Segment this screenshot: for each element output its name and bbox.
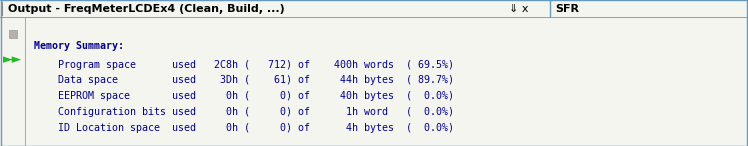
- Text: ID Location space  used     0h (     0) of      4h bytes  (  0.0%): ID Location space used 0h ( 0) of 4h byt…: [34, 122, 454, 133]
- Text: Data space         used    3Dh (    61) of     44h bytes  ( 89.7%): Data space used 3Dh ( 61) of 44h bytes (…: [34, 75, 454, 85]
- Text: Output - FreqMeterLCDEx4 (Clean, Build, ...): Output - FreqMeterLCDEx4 (Clean, Build, …: [8, 4, 285, 14]
- Text: ►►: ►►: [4, 53, 22, 66]
- Text: Configuration bits used     0h (     0) of      1h word   (  0.0%): Configuration bits used 0h ( 0) of 1h wo…: [34, 107, 454, 117]
- Text: Memory Summary:: Memory Summary:: [34, 41, 124, 51]
- Text: Program space      used   2C8h (   712) of    400h words  ( 69.5%): Program space used 2C8h ( 712) of 400h w…: [34, 60, 454, 70]
- Text: ⇓ x: ⇓ x: [509, 4, 528, 14]
- Text: EEPROM space       used     0h (     0) of     40h bytes  (  0.0%): EEPROM space used 0h ( 0) of 40h bytes (…: [34, 91, 454, 101]
- Text: SFR: SFR: [555, 4, 579, 14]
- Bar: [9, 30, 17, 38]
